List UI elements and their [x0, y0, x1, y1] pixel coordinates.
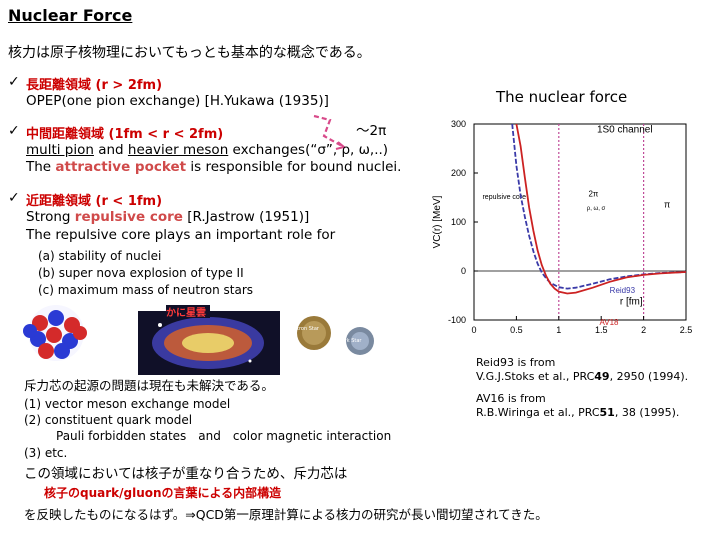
nuclear-force-chart: 300 200 100 0 -100 0 0.5 1 1.5 2 2.5 r [fm] VC(r) [M…: [432, 119, 693, 335]
series-line: [515, 123, 687, 295]
model-item: (1) vector meson exchange model: [24, 397, 231, 411]
model-item: (3) etc.: [24, 446, 68, 460]
section-text-repulsive: Strong repulsive core [R.Jastrow (1951)]: [26, 209, 310, 225]
model-item: (2) constituent quark model: [24, 413, 193, 427]
check-icon: ✓: [8, 190, 20, 206]
neutron-star-label: Neutron Star: [287, 326, 319, 332]
closing-text-highlight: 核子のquark/gluonの言葉による内部構造: [44, 486, 282, 500]
x-axis-label: r [fm]: [620, 296, 643, 307]
section-text-multipion: multi pion and heavier meson exchanges(“…: [26, 142, 389, 158]
closing-text-1: この領域においては核子が重なり合うため、斥力芯は: [24, 466, 348, 482]
list-item: (b) super nova explosion of type II: [38, 266, 244, 280]
section-text-opep: OPEP(one pion exchange) [H.Yukawa (1935)…: [26, 93, 329, 109]
list-item: (c) maximum mass of neutron stars: [38, 283, 254, 297]
two-pion-diagram: [313, 114, 347, 150]
repulsive-origin-text: 斥力芯の起源の問題は現在も未解決である。: [24, 378, 274, 393]
x-tick-label: 2: [641, 325, 646, 335]
ref-av16-line1: AV16 is from: [476, 392, 546, 405]
y-tick-label: -100: [448, 315, 466, 325]
repulsive-core-label: repulsive core: [482, 194, 526, 201]
quark-star-label: Quark Star: [334, 338, 362, 344]
y-tick-label: 0: [461, 266, 466, 276]
ref-reid93-line2: V.G.J.Stoks et al., PRC49, 2950 (1994).: [476, 370, 689, 383]
section-heading-long-range: 長距離領域 (r > 2fm): [26, 78, 163, 93]
quark-star-image: [346, 327, 374, 355]
y-tick-label: 100: [451, 217, 466, 227]
crab-nebula-image: [138, 311, 280, 375]
nucleus-and-stars-images: [23, 305, 374, 375]
x-tick-label: 2.5: [680, 325, 693, 335]
x-tick-label: 1.5: [595, 325, 608, 335]
two-pi-annotation: 2π: [588, 190, 598, 199]
section-text-role: The repulsive core plays an important ro…: [26, 227, 336, 243]
model-item: Pauli forbidden states and color magneti…: [56, 429, 392, 443]
crab-nebula-label: かに星雲: [166, 308, 206, 319]
x-tick-label: 1: [556, 325, 561, 335]
illustration-strip: [10, 303, 398, 375]
figure-title: The nuclear force: [496, 88, 628, 106]
lead-text: 核力は原子核物理においてもっとも基本的な概念である。: [8, 45, 371, 61]
two-pi-label: ～2π: [356, 123, 387, 139]
check-icon: ✓: [8, 123, 20, 139]
rho-omega-sigma-label: ρ, ω, σ: [587, 206, 606, 212]
channel-label: 1S0 channel: [597, 124, 653, 135]
series-label-av18: AV18: [600, 318, 620, 327]
page-title: Nuclear Force: [8, 6, 133, 25]
y-tick-label: 300: [451, 119, 466, 129]
y-axis-label: VC(r) [MeV]: [432, 195, 443, 248]
ref-av16-line2: R.B.Wiringa et al., PRC51, 38 (1995).: [476, 406, 680, 419]
section-heading-short-range: 近距離領域 (r < 1fm): [26, 194, 163, 209]
pi-annotation: π: [664, 199, 670, 209]
ref-reid93-line1: Reid93 is from: [476, 356, 556, 369]
series-label-reid93: Reid93: [610, 286, 636, 295]
x-tick-label: 0.5: [510, 325, 523, 335]
y-tick-label: 200: [451, 168, 466, 178]
section-heading-mid-range: 中間距離領域 (1fm < r < 2fm): [26, 127, 224, 142]
closing-text-3: を反映したものになるはず。⇒QCD第一原理計算による核力の研究が長い間切望されて…: [24, 507, 548, 522]
list-item: (a) stability of nuclei: [38, 249, 162, 263]
section-text-attractive: The attractive pocket is responsible for…: [26, 159, 402, 175]
x-tick-label: 0: [471, 325, 476, 335]
check-icon: ✓: [8, 74, 20, 90]
nucleus-icon: [23, 305, 87, 361]
neutron-star-image: [297, 316, 331, 350]
